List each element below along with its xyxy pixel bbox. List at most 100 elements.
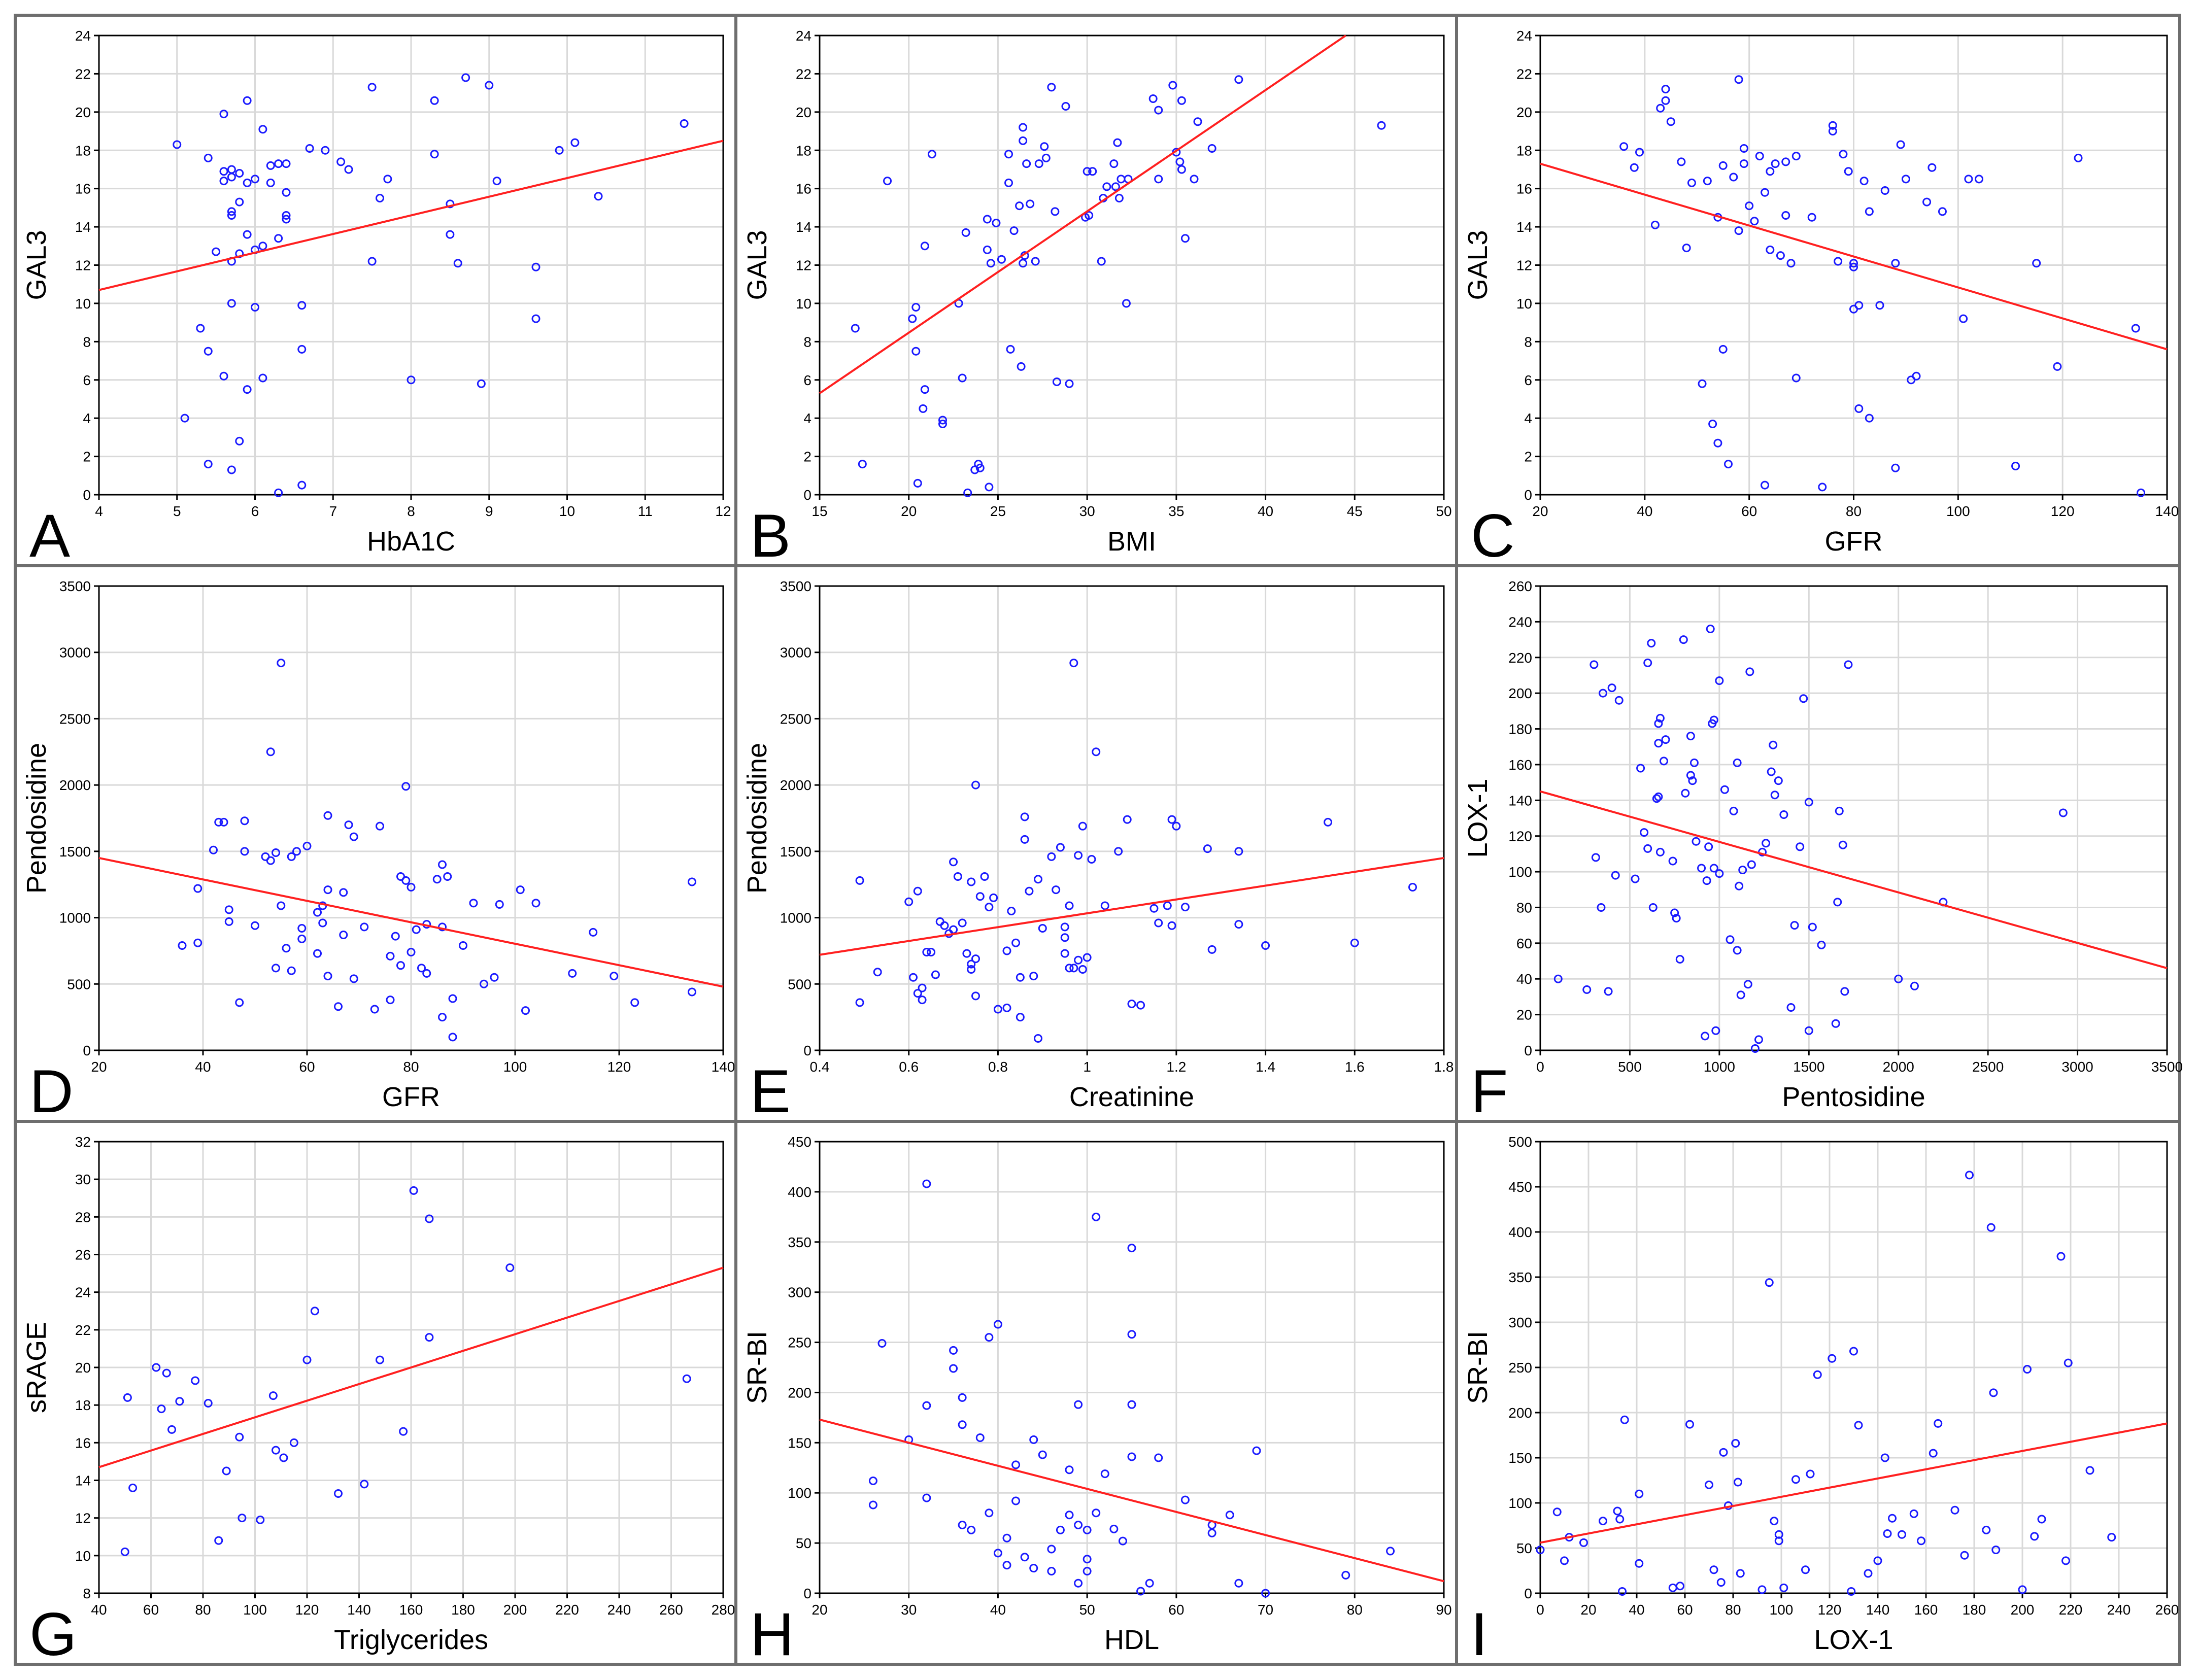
x-tick-label: 6 xyxy=(251,503,259,519)
data-point xyxy=(292,847,301,856)
data-point xyxy=(1047,1566,1056,1575)
data-point xyxy=(323,972,332,981)
data-point xyxy=(297,481,307,490)
data-point xyxy=(240,816,249,826)
data-point xyxy=(438,860,447,869)
y-tick-label: 500 xyxy=(67,976,91,992)
data-point xyxy=(958,1420,967,1429)
data-point xyxy=(1006,345,1015,354)
data-point xyxy=(224,917,233,926)
data-point xyxy=(1888,1514,1897,1523)
y-tick-label: 450 xyxy=(788,1134,811,1150)
data-point xyxy=(1011,1460,1021,1469)
data-point xyxy=(313,908,322,917)
data-point xyxy=(1635,1559,1644,1568)
x-tick-label: 80 xyxy=(1725,1602,1741,1618)
data-point xyxy=(1828,127,1837,136)
data-point xyxy=(1652,794,1661,803)
x-tick-label: 30 xyxy=(1079,503,1095,519)
data-point xyxy=(949,858,958,867)
data-point xyxy=(251,175,259,184)
trend-line xyxy=(819,1418,1444,1583)
y-tick-label: 12 xyxy=(75,258,91,273)
data-point xyxy=(274,234,283,243)
x-tick-label: 3500 xyxy=(2151,1059,2183,1075)
data-point xyxy=(1635,1489,1644,1498)
data-point xyxy=(1718,161,1728,170)
data-point xyxy=(409,1186,418,1195)
data-point xyxy=(1552,1507,1562,1517)
data-point xyxy=(1324,817,1333,827)
data-point xyxy=(1114,847,1123,856)
data-point xyxy=(1114,194,1124,203)
y-tick-label: 3000 xyxy=(59,645,91,661)
data-point xyxy=(1020,812,1029,821)
data-point xyxy=(1016,1013,1025,1022)
data-point xyxy=(277,901,286,910)
data-points xyxy=(178,659,696,1042)
y-tick-label: 18 xyxy=(796,143,811,158)
data-point xyxy=(1643,844,1652,853)
data-point xyxy=(492,177,501,186)
x-tick-label: 40 xyxy=(195,1059,211,1075)
data-point xyxy=(313,949,322,958)
panel-c: 20 40 60 80 100 120 140024681012141618202224GF… xyxy=(1455,14,2181,570)
data-point xyxy=(2056,1252,2066,1261)
data-point xyxy=(1965,1171,1974,1180)
data-point xyxy=(1016,973,1025,982)
data-point xyxy=(949,1364,958,1373)
data-point xyxy=(1713,438,1722,448)
x-tick-label: 30 xyxy=(901,1602,917,1618)
data-point xyxy=(212,247,221,256)
data-point xyxy=(1599,689,1607,698)
x-axis: 15 20 25 30 35 40 45 50 xyxy=(811,495,1452,519)
data-point xyxy=(938,419,947,428)
data-point xyxy=(918,983,927,992)
data-point xyxy=(1790,921,1799,930)
x-axis-title: LOX-1 xyxy=(1814,1625,1893,1655)
data-point xyxy=(1865,207,1874,216)
data-point xyxy=(272,1446,280,1455)
data-point xyxy=(1631,874,1640,883)
data-point xyxy=(1709,715,1718,725)
x-tick-label: 40 xyxy=(990,1602,1006,1618)
data-point xyxy=(344,820,353,830)
data-point xyxy=(1026,199,1035,209)
data-point xyxy=(531,262,540,271)
data-point xyxy=(594,192,603,201)
data-point xyxy=(1960,1551,1969,1560)
data-point xyxy=(1761,188,1770,197)
data-point xyxy=(1100,1469,1109,1479)
y-tick-label: 2500 xyxy=(780,711,811,727)
y-tick-label: 0 xyxy=(803,1043,811,1058)
data-point xyxy=(989,893,998,902)
data-point xyxy=(1614,696,1624,705)
y-tick-label: 24 xyxy=(1516,28,1532,44)
data-point xyxy=(240,847,249,856)
y-tick-label: 20 xyxy=(1516,105,1532,120)
panel-letter: F xyxy=(1471,1057,1508,1125)
data-point xyxy=(967,1525,976,1534)
data-point xyxy=(1828,1354,1837,1363)
data-point xyxy=(1715,869,1724,878)
data-point xyxy=(1781,157,1790,166)
data-point xyxy=(1901,175,1910,184)
data-point xyxy=(913,886,922,896)
data-point xyxy=(1618,1587,1627,1596)
data-point xyxy=(1776,251,1785,260)
data-point xyxy=(1808,922,1817,932)
data-point xyxy=(1726,935,1735,944)
data-point xyxy=(962,949,971,958)
x-axis: 0 500 1000 1500 2000 2500 3000 3500 xyxy=(1536,1050,2183,1075)
data-point xyxy=(2018,1585,2027,1594)
data-point xyxy=(407,882,416,892)
data-point xyxy=(1252,1446,1261,1455)
data-point xyxy=(272,964,280,973)
x-tick-label: 20 xyxy=(91,1059,107,1075)
panel-i: 0 20 40 60 80 100 120 140 160 180 200 220 240 260 0 50 1… xyxy=(1455,1120,2181,1668)
y-tick-label: 32 xyxy=(75,1134,91,1150)
data-point xyxy=(1719,1448,1728,1457)
data-point xyxy=(958,1521,967,1530)
data-point xyxy=(180,414,189,423)
y-tick-label: 200 xyxy=(788,1385,811,1400)
